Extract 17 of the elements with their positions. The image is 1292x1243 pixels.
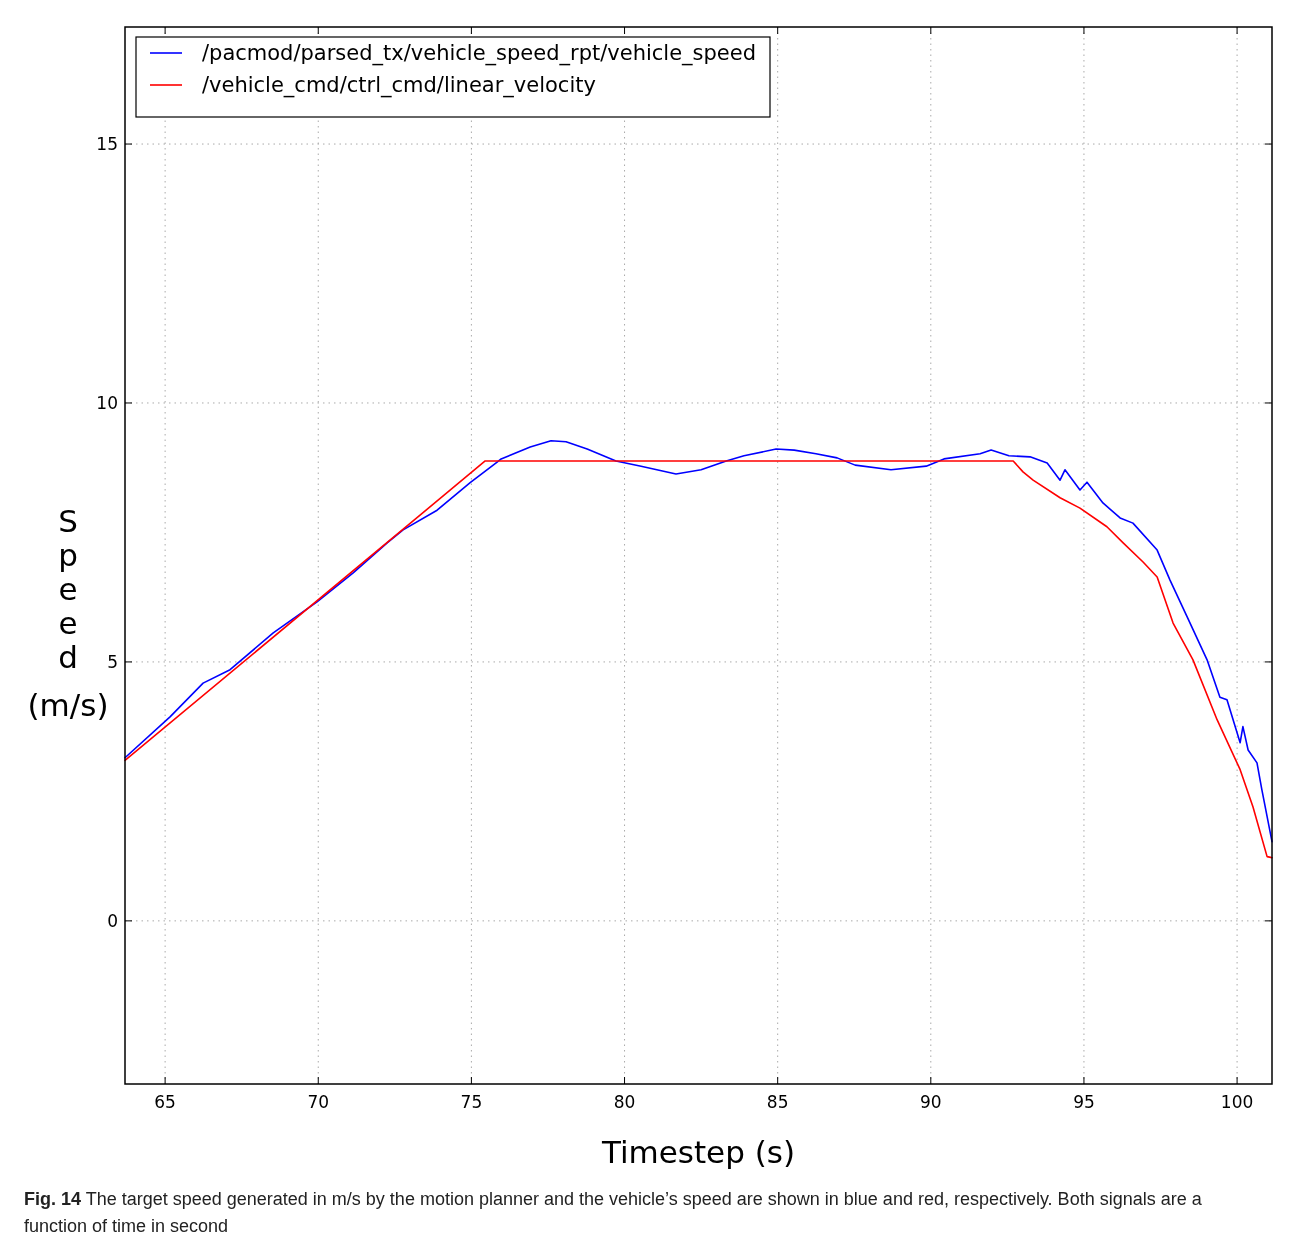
- legend-label: /pacmod/parsed_tx/vehicle_speed_rpt/vehicle_speed: [202, 41, 757, 67]
- y-tick-label: 0: [107, 910, 118, 931]
- y-tick-label: 5: [107, 651, 118, 672]
- legend-label: /vehicle_cmd/ctrl_cmd/linear_velocity: [202, 73, 596, 99]
- x-tick-label: 95: [1073, 1092, 1095, 1112]
- x-tick-label: 70: [307, 1092, 330, 1112]
- x-axis-title: Timestep (s): [600, 1134, 796, 1170]
- x-tick-label: 90: [919, 1092, 942, 1112]
- x-tick-label: 100: [1220, 1092, 1254, 1112]
- y-tick-label: 15: [96, 133, 118, 154]
- x-tick-label: 80: [613, 1092, 636, 1112]
- y-tick-label: 10: [96, 392, 118, 413]
- x-tick-label: 75: [460, 1092, 483, 1112]
- x-tick-label: 65: [154, 1092, 176, 1112]
- caption: Fig. 14 The target speed generated in m/s by the motion planner and the vehicle’s speed are shown in blue and red, respectively. Both signals are a function of time in second: [24, 1189, 1203, 1236]
- x-tick-label: 85: [766, 1092, 789, 1112]
- y-axis-title: Speed (m/s): [27, 503, 109, 723]
